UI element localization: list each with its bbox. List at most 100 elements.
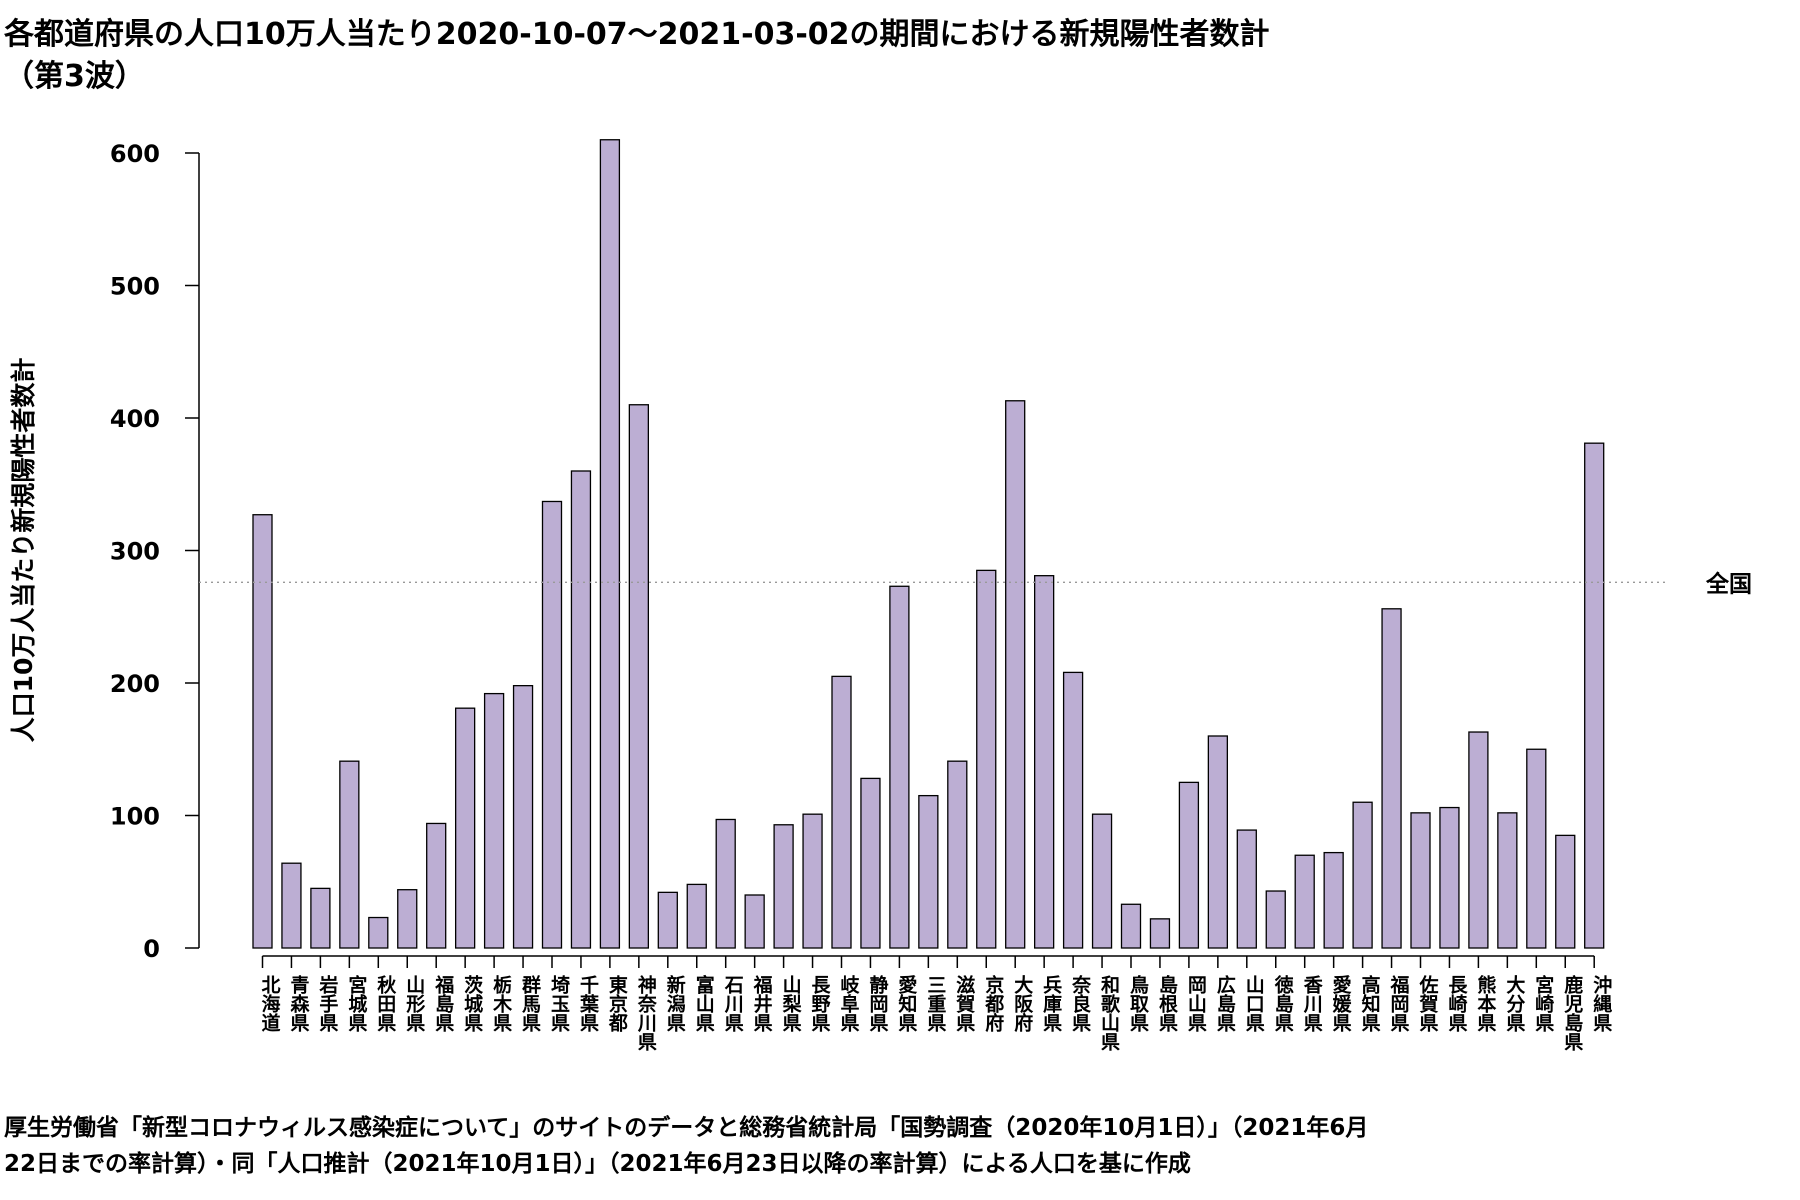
x-tick-label: 栃木県 — [490, 974, 512, 1033]
bar-三重県 — [918, 794, 939, 949]
x-tick-label: 石川県 — [722, 975, 745, 1033]
x-tick-label: 千葉県 — [577, 975, 600, 1033]
x-tick-label: 兵庫県 — [1040, 975, 1062, 1033]
y-tick-label: 0 — [143, 935, 160, 963]
bar-岐阜県 — [831, 675, 852, 949]
bar-山形県 — [397, 889, 418, 949]
x-tick-label: 鳥取県 — [1127, 974, 1149, 1033]
bar-岩手県 — [310, 887, 331, 949]
y-tick-label: 400 — [110, 405, 160, 433]
y-tick-label: 600 — [110, 140, 160, 168]
bar-埼玉県 — [541, 500, 563, 949]
bar-山梨県 — [773, 824, 794, 949]
bar-京都府 — [976, 569, 997, 949]
bar-青森県 — [281, 862, 302, 949]
bar-沖縄県 — [1584, 442, 1605, 949]
bar-山口県 — [1236, 829, 1257, 949]
bar-東京都 — [599, 139, 621, 949]
y-tick-label: 300 — [110, 538, 160, 566]
x-tick-label: 滋賀県 — [953, 974, 976, 1033]
x-tick-label: 岐阜県 — [838, 975, 860, 1033]
chart-title-line2: （第3波） — [4, 59, 145, 94]
x-tick-label: 東京都 — [606, 974, 629, 1032]
x-tick-label: 福井県 — [751, 974, 774, 1033]
bar-滋賀県 — [947, 760, 968, 949]
bar-徳島県 — [1265, 890, 1286, 949]
x-tick-label: 愛知県 — [895, 975, 917, 1033]
x-tick-label: 香川県 — [1301, 975, 1324, 1033]
bar-広島県 — [1207, 735, 1228, 949]
source-note-line1: 厚生労働省「新型コロナウィルス感染症について」のサイトのデータと総務省統計局「国… — [4, 1115, 1369, 1141]
x-tick-label: 徳島県 — [1272, 974, 1295, 1033]
bar-宮城県 — [339, 760, 360, 949]
bar-群馬県 — [512, 685, 534, 949]
x-tick-label: 岩手県 — [316, 974, 339, 1033]
bar-福岡県 — [1381, 608, 1402, 949]
bar-石川県 — [715, 818, 736, 949]
bar-熊本県 — [1468, 731, 1489, 949]
x-tick-label: 新潟県 — [664, 974, 686, 1033]
x-tick-label: 福岡県 — [1388, 974, 1411, 1033]
bar-大分県 — [1497, 812, 1518, 949]
bar-長崎県 — [1439, 806, 1460, 949]
x-tick-label: 沖縄県 — [1590, 974, 1612, 1033]
x-tick-label: 愛媛県 — [1330, 975, 1353, 1033]
source-note: 厚生労働省「新型コロナウィルス感染症について」のサイトのデータと総務省統計局「国… — [4, 1110, 1794, 1182]
x-tick-label: 宮城県 — [345, 974, 367, 1033]
bar-静岡県 — [860, 777, 881, 949]
x-tick-label: 山形県 — [403, 975, 425, 1033]
bar-栃木県 — [483, 692, 505, 949]
x-tick-label: 島根県 — [1156, 974, 1178, 1033]
chart-title-line1: 各都道府県の人口10万人当たり2020-10-07〜2021-03-02の期間に… — [4, 17, 1270, 52]
bar-福井県 — [744, 894, 765, 949]
bar-兵庫県 — [1034, 575, 1055, 949]
x-tick-label: 山梨県 — [780, 975, 803, 1033]
bar-富山県 — [686, 883, 707, 949]
x-tick-label: 北海道 — [259, 975, 281, 1033]
bar-島根県 — [1149, 918, 1171, 949]
x-tick-label: 群馬県 — [519, 974, 542, 1033]
bar-千葉県 — [570, 470, 592, 949]
chart-title: 各都道府県の人口10万人当たり2020-10-07〜2021-03-02の期間に… — [4, 14, 1270, 98]
x-tick-label: 埼玉県 — [548, 974, 570, 1033]
x-tick-label: 大阪府 — [1011, 974, 1033, 1033]
x-tick-label: 熊本県 — [1474, 974, 1496, 1033]
x-tick-label: 宮崎県 — [1532, 974, 1554, 1033]
x-tick-label: 長野県 — [809, 975, 831, 1033]
bar-北海道 — [252, 514, 273, 949]
x-tick-label: 青森県 — [287, 975, 309, 1033]
x-tick-label: 和歌山県 — [1098, 974, 1120, 1052]
bar-大阪府 — [1005, 400, 1026, 949]
bar-神奈川県 — [628, 404, 649, 949]
x-tick-label: 京都府 — [982, 974, 1005, 1033]
x-tick-label: 三重県 — [924, 975, 946, 1033]
x-tick-label: 岡山県 — [1185, 975, 1207, 1033]
bar-福島県 — [426, 822, 447, 949]
y-tick-label: 200 — [110, 670, 160, 698]
bar-岡山県 — [1178, 781, 1200, 949]
x-tick-label: 奈良県 — [1069, 974, 1092, 1033]
x-tick-label: 高知県 — [1359, 974, 1381, 1033]
x-tick-label: 福島県 — [432, 974, 455, 1033]
bar-鳥取県 — [1120, 903, 1142, 949]
x-tick-label: 富山県 — [693, 974, 715, 1033]
bar-宮崎県 — [1526, 748, 1547, 949]
x-tick-label: 茨城県 — [461, 974, 483, 1033]
y-axis-title: 人口10万人当たり新規陽性者数計 — [9, 358, 38, 743]
x-tick-label: 静岡県 — [866, 974, 888, 1033]
x-tick-label: 大分県 — [1503, 974, 1525, 1033]
bar-和歌山県 — [1091, 813, 1113, 949]
x-tick-label: 鹿児島県 — [1561, 974, 1584, 1052]
x-tick-label: 山口県 — [1243, 975, 1265, 1033]
y-tick-label: 500 — [110, 273, 160, 301]
bar-鹿児島県 — [1555, 834, 1576, 949]
x-tick-label: 広島県 — [1214, 974, 1236, 1033]
bar-高知県 — [1352, 801, 1373, 949]
reference-line-label: 全国 — [1705, 570, 1752, 597]
bar-香川県 — [1294, 854, 1315, 949]
bar-茨城県 — [454, 707, 476, 949]
y-tick-label: 100 — [110, 803, 160, 831]
source-note-line2: 22日までの率計算）・同「人口推計（2021年10月1日）」（2021年6月23… — [4, 1151, 1191, 1177]
bar-長野県 — [802, 813, 823, 949]
